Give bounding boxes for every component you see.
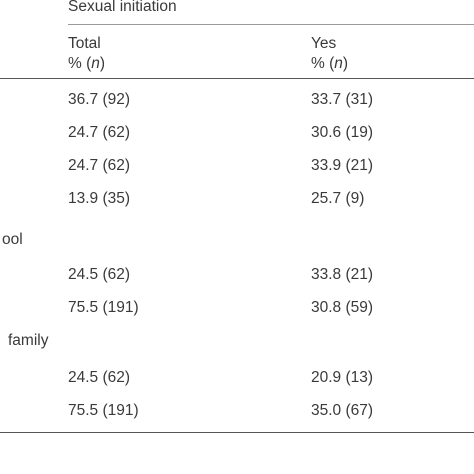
table-cell-yes: 35.0 (67) [311,402,374,419]
group-header-rule [68,24,474,25]
table-cell-yes: 20.9 (13) [311,369,374,386]
row-label-school: ool [2,231,23,248]
row-label-family: family [8,332,49,349]
table-cell-yes: 33.7 (31) [311,91,374,108]
table-cell-yes: 30.8 (59) [311,299,374,316]
table-cell-total: 24.5 (62) [68,369,131,386]
table-cell-total: 75.5 (191) [68,402,139,419]
table-cell-total: 24.7 (62) [68,157,131,174]
table-cell-total: 24.5 (62) [68,266,131,283]
table-cell-total: 75.5 (191) [68,299,139,316]
table-cell-yes: 30.6 (19) [311,124,374,141]
column-header-total-unit: % (n) [68,55,106,72]
column-header-total: Total [68,35,101,52]
group-header-sexual-initiation: Sexual initiation [68,0,177,15]
column-header-yes-unit: % (n) [311,55,349,72]
table-cell-yes: 33.8 (21) [311,266,374,283]
header-bottom-rule [0,78,474,79]
table-cell-total: 36.7 (92) [68,91,131,108]
table-cell-yes: 33.9 (21) [311,157,374,174]
table-bottom-rule [0,432,474,433]
table-cell-yes: 25.7 (9) [311,190,365,207]
table-cell-total: 13.9 (35) [68,190,131,207]
column-header-yes: Yes [311,35,337,52]
table-cell-total: 24.7 (62) [68,124,131,141]
